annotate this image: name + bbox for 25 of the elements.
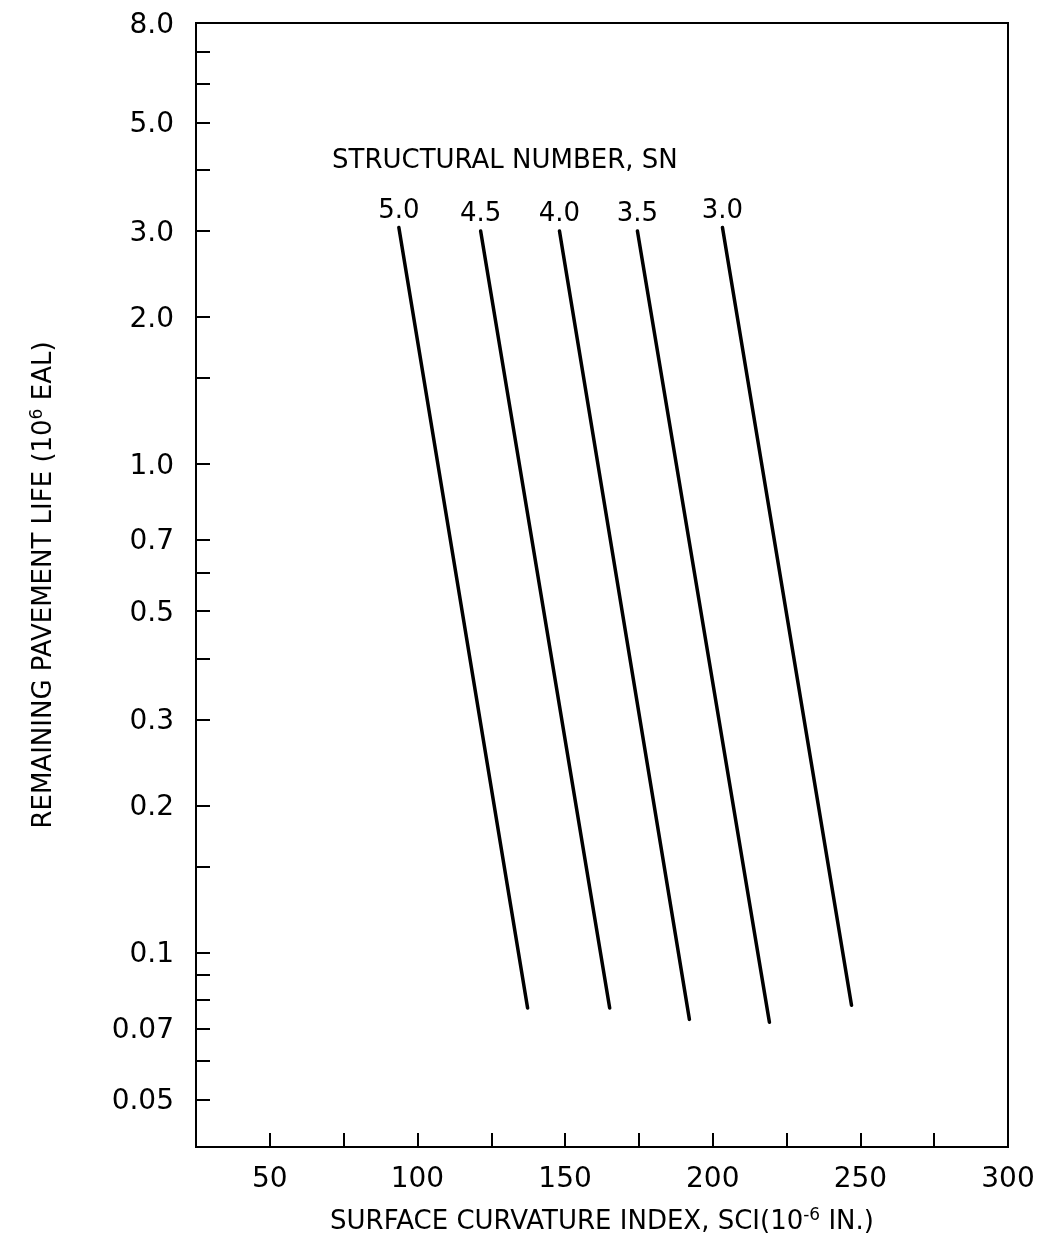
x-tick-label: 100	[390, 1160, 445, 1194]
series-label: 5.0	[378, 193, 420, 224]
series-label: 4.0	[538, 197, 581, 228]
series-label: 3.5	[616, 197, 659, 228]
x-tick-label: 300	[981, 1160, 1035, 1194]
x-tick-label: 150	[538, 1160, 592, 1194]
legend-title: STRUCTURAL NUMBER, SN	[332, 144, 678, 174]
y-tick-label: 5.0	[129, 106, 174, 140]
y-tick-label: 8.0	[129, 6, 174, 40]
x-tick-label: 50	[252, 1160, 288, 1194]
x-tick-label: 250	[833, 1160, 888, 1194]
y-tick-label: 0.7	[129, 523, 174, 557]
y-tick-label: 3.0	[129, 214, 174, 248]
y-tick-label: 1.0	[129, 447, 174, 481]
y-tick-label: 0.2	[129, 789, 174, 823]
series-label: 3.0	[701, 193, 744, 224]
y-tick-label: 0.5	[129, 594, 174, 628]
y-axis-title: REMAINING PAVEMENT LIFE (106 EAL)	[25, 341, 57, 829]
series-label: 4.5	[459, 197, 502, 228]
y-tick-label: 0.1	[129, 936, 174, 970]
y-tick-label: 2.0	[129, 300, 174, 334]
y-tick-label: 0.05	[111, 1083, 174, 1117]
y-tick-label: 0.3	[129, 703, 174, 737]
x-tick-label: 200	[686, 1160, 740, 1194]
y-tick-label: 0.07	[111, 1011, 174, 1045]
